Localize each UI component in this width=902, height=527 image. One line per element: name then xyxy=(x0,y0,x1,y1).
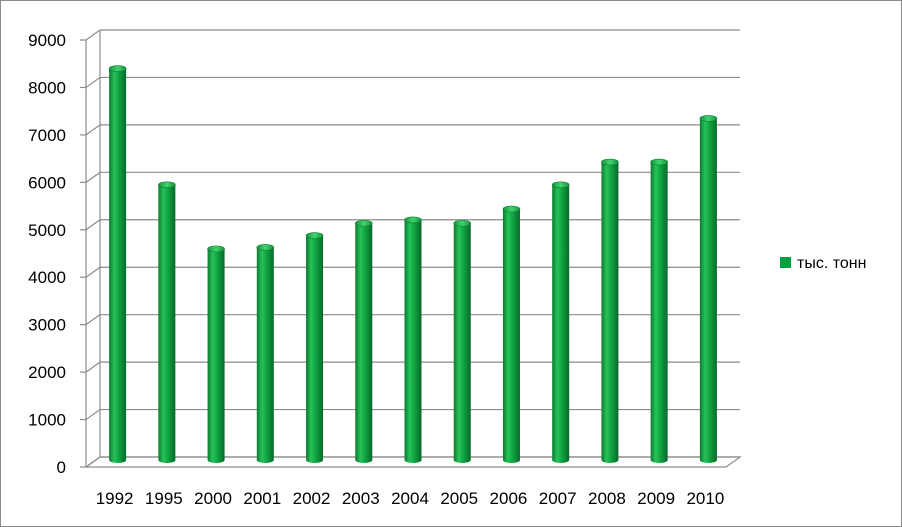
tick-labels: 0 1000 2000 3000 4000 5000 6000 7000 8000 9000 199… xyxy=(28,31,724,508)
bar xyxy=(453,219,472,464)
bar-cap xyxy=(502,205,521,213)
y-tick-label: 5000 xyxy=(28,221,66,240)
y-tick-label: 7000 xyxy=(28,126,66,145)
bar xyxy=(207,245,225,464)
bar-body xyxy=(207,248,225,464)
x-tick-label: 2004 xyxy=(391,489,429,508)
gridline-depth xyxy=(85,409,101,421)
legend-swatch xyxy=(780,257,791,268)
bar-body xyxy=(158,184,176,464)
y-tick-label: 3000 xyxy=(28,316,66,335)
bar-body xyxy=(404,219,422,464)
y-tick-label: 8000 xyxy=(28,78,66,97)
bar xyxy=(108,65,127,464)
y-tick-label: 6000 xyxy=(28,173,66,192)
x-tick-label: 2009 xyxy=(637,489,675,508)
x-tick-label: 2010 xyxy=(686,489,724,508)
bar-body xyxy=(552,184,570,464)
gridline-depth xyxy=(85,361,101,373)
bar xyxy=(305,232,324,464)
gridline-depth xyxy=(85,171,101,183)
gridline-depth xyxy=(85,76,101,88)
bar-cap xyxy=(601,158,619,166)
x-tick-label: 1995 xyxy=(145,489,183,508)
bar-body xyxy=(601,162,619,464)
y-tick-label: 4000 xyxy=(28,268,66,287)
bar xyxy=(404,216,422,464)
bar-cap xyxy=(551,181,570,189)
gridline-depth xyxy=(85,266,101,278)
bar-body xyxy=(355,223,373,464)
bar-body xyxy=(109,68,127,464)
bar-body xyxy=(256,247,274,464)
y-tick-label: 9000 xyxy=(28,31,66,50)
bar-cap xyxy=(256,244,275,251)
bar-body xyxy=(502,209,520,464)
bar-cap xyxy=(699,115,718,122)
bar xyxy=(502,205,521,464)
bar-body xyxy=(306,235,324,464)
bar xyxy=(158,181,176,464)
bar-cap xyxy=(108,65,127,72)
x-tick-label: 2002 xyxy=(293,489,331,508)
y-tick-label: 2000 xyxy=(28,363,66,382)
bar-body xyxy=(650,162,668,464)
x-tick-label: 2000 xyxy=(194,489,232,508)
x-tick-label: 2001 xyxy=(243,489,281,508)
gridline-depth xyxy=(85,29,101,41)
bar-cap xyxy=(453,219,472,227)
y-tick-label: 1000 xyxy=(28,411,66,430)
x-tick-label: 2008 xyxy=(588,489,626,508)
bar xyxy=(699,115,718,464)
bar-body xyxy=(453,223,471,464)
bar xyxy=(354,219,373,464)
y-tick-label: 0 xyxy=(57,458,66,477)
gridline-depth xyxy=(85,314,101,326)
bar xyxy=(601,158,619,464)
bar xyxy=(551,181,570,464)
bar-cap xyxy=(404,216,422,224)
x-tick-label: 2007 xyxy=(539,489,577,508)
legend-label: тыс. тонн xyxy=(797,255,866,272)
floor xyxy=(84,456,742,468)
bar-cap xyxy=(158,181,176,189)
bar-cap xyxy=(207,245,225,253)
bar xyxy=(650,158,668,464)
bar-cap xyxy=(650,158,668,166)
legend: тыс. тонн xyxy=(780,255,866,272)
bars xyxy=(108,65,718,464)
x-tick-label: 2006 xyxy=(490,489,528,508)
bar-cap xyxy=(354,219,373,227)
bar-body xyxy=(699,118,717,464)
axes xyxy=(80,30,742,468)
bar xyxy=(256,244,275,464)
x-tick-label: 1992 xyxy=(96,489,134,508)
gridline-depth xyxy=(85,219,101,231)
x-tick-label: 2003 xyxy=(342,489,380,508)
gridline-depth xyxy=(85,124,101,136)
bar-cap xyxy=(305,232,324,239)
x-tick-label: 2005 xyxy=(440,489,478,508)
